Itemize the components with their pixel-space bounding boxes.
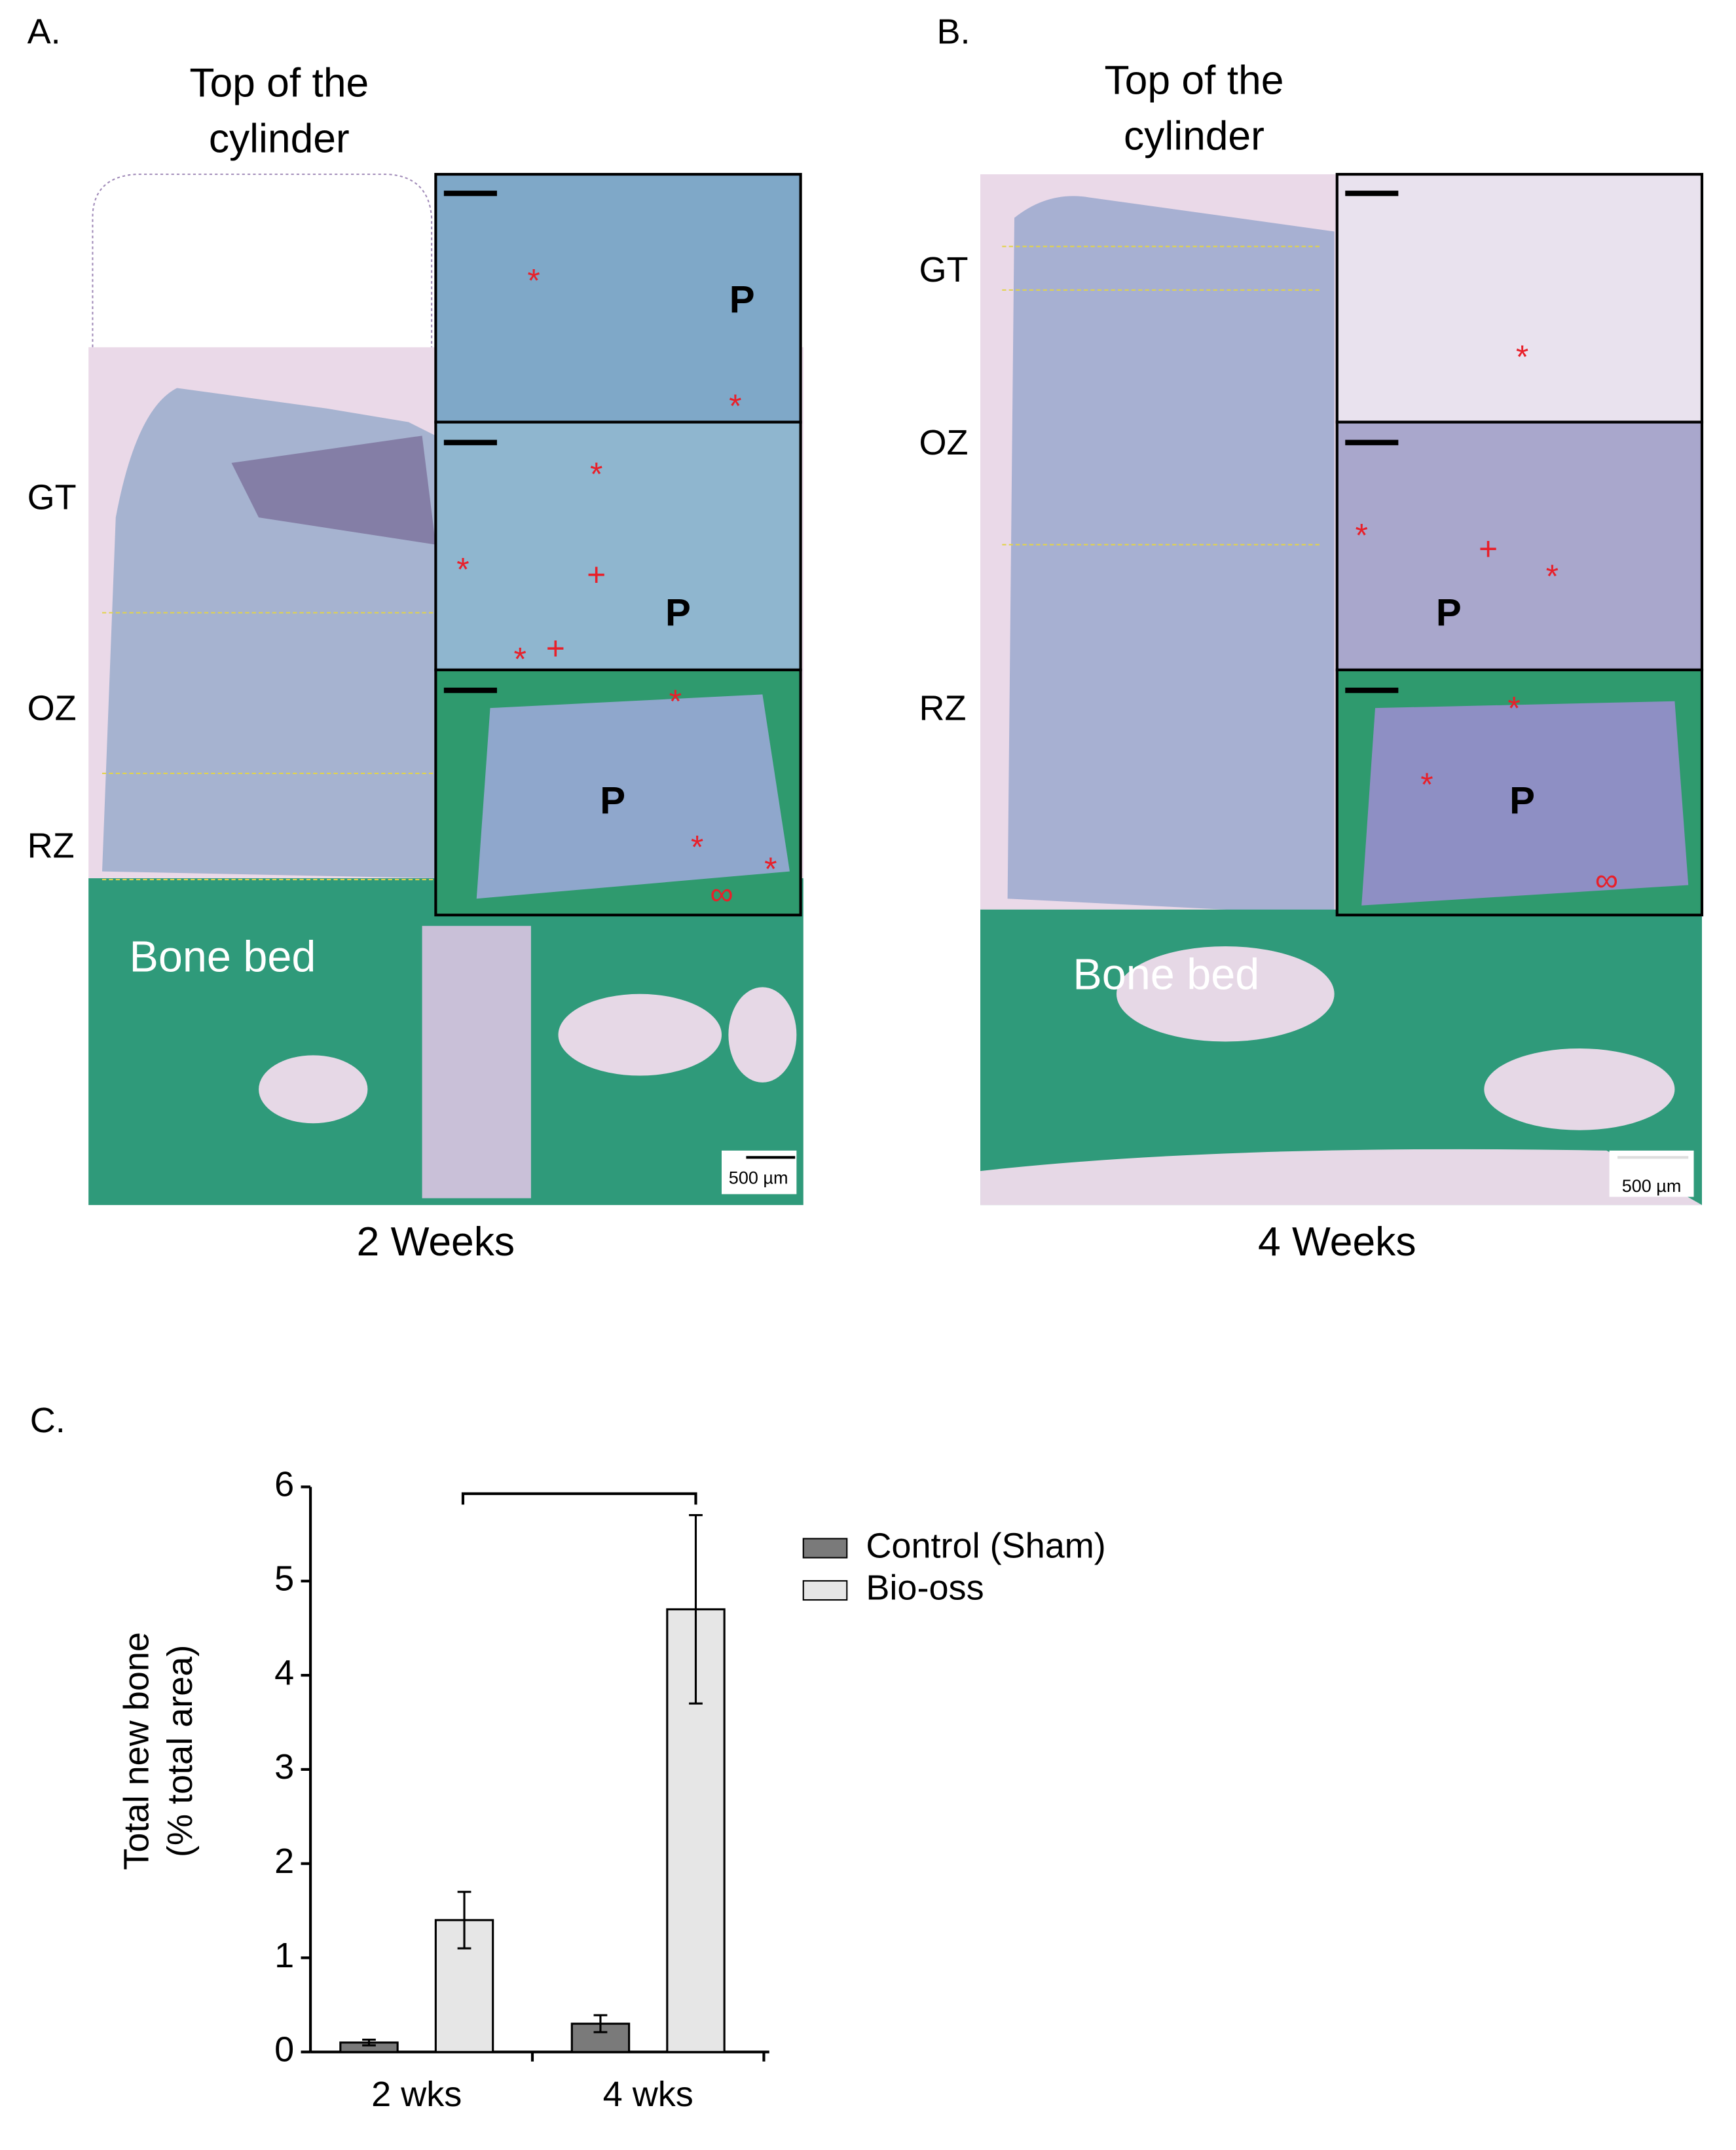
panel-label: C. xyxy=(30,1401,65,1440)
marker: ∞ xyxy=(1595,861,1619,898)
marker: * xyxy=(1516,339,1528,375)
marker: + xyxy=(1479,530,1498,567)
histology-a xyxy=(88,173,803,1206)
top-label: Top of the xyxy=(1105,58,1284,103)
marker: * xyxy=(764,851,777,887)
particle-label: P xyxy=(729,278,755,321)
marker: * xyxy=(1507,690,1520,726)
top-label: cylinder xyxy=(209,117,350,162)
scale-bar-label: 500 µm xyxy=(729,1168,788,1188)
top-label: Top of the xyxy=(189,60,369,105)
y-tick-label: 6 xyxy=(274,1465,294,1504)
marker: * xyxy=(691,829,703,866)
zone-label: RZ xyxy=(919,689,966,728)
scale-bar-label: 500 µm xyxy=(1622,1176,1682,1196)
particle-label: P xyxy=(1509,779,1535,822)
legend-label: Bio-oss xyxy=(866,1568,984,1608)
y-axis-label: Total new bone xyxy=(117,1632,156,1870)
y-tick-label: 4 xyxy=(274,1653,294,1692)
zone-label: RZ xyxy=(28,826,75,866)
caption: 4 Weeks xyxy=(1258,1219,1416,1265)
y-tick-label: 2 xyxy=(274,1842,294,1881)
marker: * xyxy=(527,263,540,299)
histology-b xyxy=(980,173,1704,1206)
zone-label: OZ xyxy=(919,423,968,462)
marker: * xyxy=(1420,766,1433,803)
particle-label: P xyxy=(600,779,625,822)
x-tick-label: 4 wks xyxy=(603,2075,693,2114)
error-bar xyxy=(362,2039,376,2047)
marker: * xyxy=(590,456,602,492)
x-tick-label: 2 wks xyxy=(371,2075,462,2114)
y-axis-label: (% total area) xyxy=(160,1645,200,1857)
particle-label: P xyxy=(1436,591,1462,634)
particle-label: P xyxy=(665,591,691,634)
y-tick-label: 5 xyxy=(274,1559,294,1599)
caption: 2 Weeks xyxy=(357,1219,515,1265)
zone-label: OZ xyxy=(28,689,77,728)
marker: * xyxy=(456,551,469,587)
marker: * xyxy=(1546,558,1559,595)
marker: + xyxy=(546,630,565,667)
error-bar xyxy=(457,1891,471,1950)
marker: * xyxy=(514,641,526,678)
legend-label: Control (Sham) xyxy=(866,1526,1105,1565)
marker: ∞ xyxy=(710,875,733,912)
zone-label: GT xyxy=(919,250,968,289)
panel-label: B. xyxy=(936,12,970,51)
significance-bracket xyxy=(461,1492,697,1505)
legend-swatch xyxy=(802,1538,848,1559)
top-label: cylinder xyxy=(1124,114,1265,159)
error-bar xyxy=(689,1514,703,1705)
marker: + xyxy=(587,557,606,593)
error-bar xyxy=(593,2014,608,2033)
marker: * xyxy=(1355,517,1367,553)
bone-bed-label: Bone bed xyxy=(130,933,316,981)
panel-label: A. xyxy=(28,12,61,51)
y-tick-label: 0 xyxy=(274,2030,294,2069)
y-tick-label: 1 xyxy=(274,1936,294,1975)
bone-bed-label: Bone bed xyxy=(1073,950,1259,999)
marker: * xyxy=(729,388,741,424)
legend-swatch xyxy=(802,1580,848,1601)
zone-label: GT xyxy=(28,477,77,517)
marker: * xyxy=(669,683,682,720)
y-tick-label: 3 xyxy=(274,1747,294,1787)
